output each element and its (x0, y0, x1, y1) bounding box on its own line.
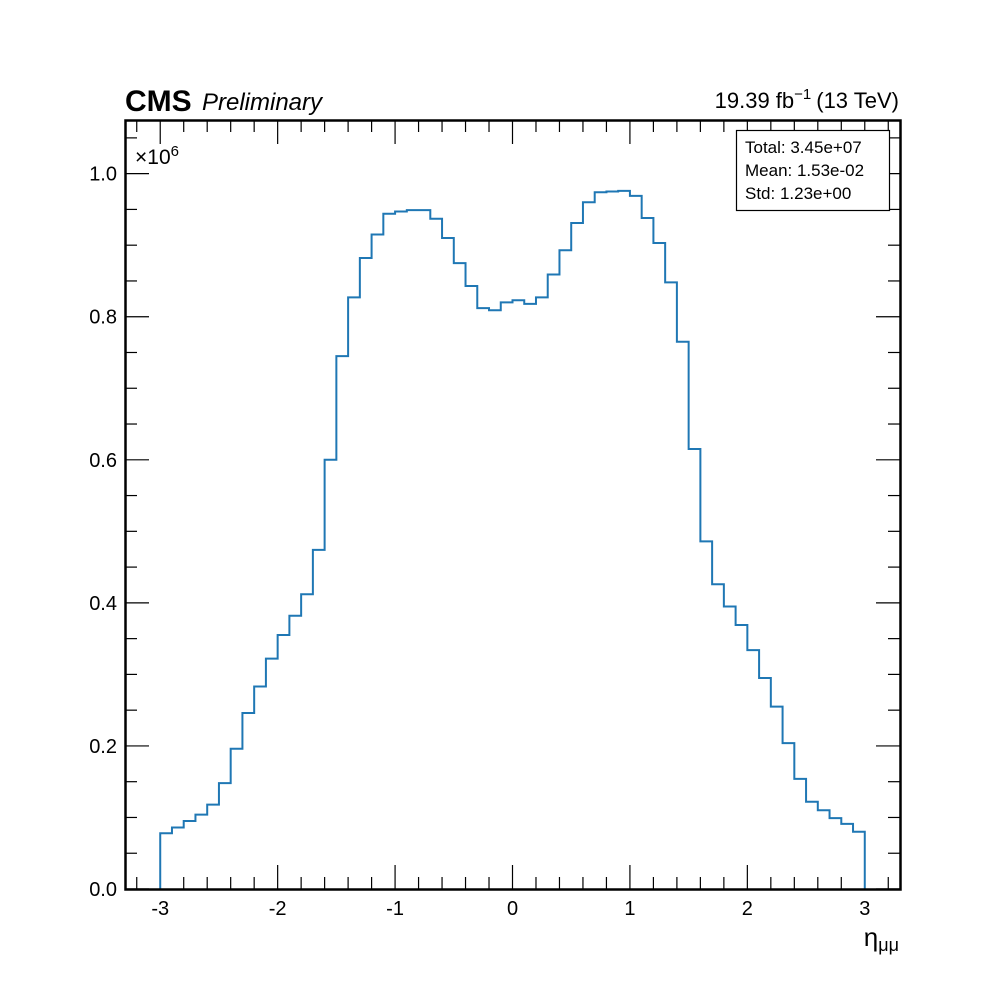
y-tick-label: 1.0 (89, 164, 117, 186)
plot-frame (124, 119, 902, 891)
y-multiplier: ×106 (135, 143, 179, 169)
experiment-label: CMS (125, 85, 192, 118)
x-tick-label: -2 (269, 898, 287, 920)
y-tick-label: 0.2 (89, 736, 117, 758)
x-axis-label: ημμ (864, 922, 899, 955)
x-tick-label: -1 (386, 898, 404, 920)
stats-mean: Mean: 1.53e-02 (745, 161, 864, 180)
stats-total: Total: 3.45e+07 (745, 138, 862, 157)
y-tick-label: 0.4 (89, 593, 117, 615)
stats-box (735, 129, 891, 212)
x-tick-label: 1 (624, 898, 635, 920)
x-tick-label: 2 (742, 898, 753, 920)
x-tick-label: -3 (151, 898, 169, 920)
histogram-series-line (159, 189, 866, 889)
x-tick-label: 3 (859, 898, 870, 920)
status-label: Preliminary (202, 89, 324, 116)
y-tick-label: 0.0 (89, 879, 117, 901)
x-tick-label: 0 (507, 898, 518, 920)
luminosity-label: 19.39 fb−1 (13 TeV) (715, 86, 899, 113)
stats-std: Std: 1.23e+00 (745, 184, 851, 203)
y-tick-label: 0.6 (89, 450, 117, 472)
axis-ticks (125, 120, 900, 890)
axis-tick-labels: -3 -2 -1 0 1 2 3 0.0 0.2 0.4 0.6 0.8 1.0 (89, 164, 870, 920)
y-tick-label: 0.8 (89, 307, 117, 329)
